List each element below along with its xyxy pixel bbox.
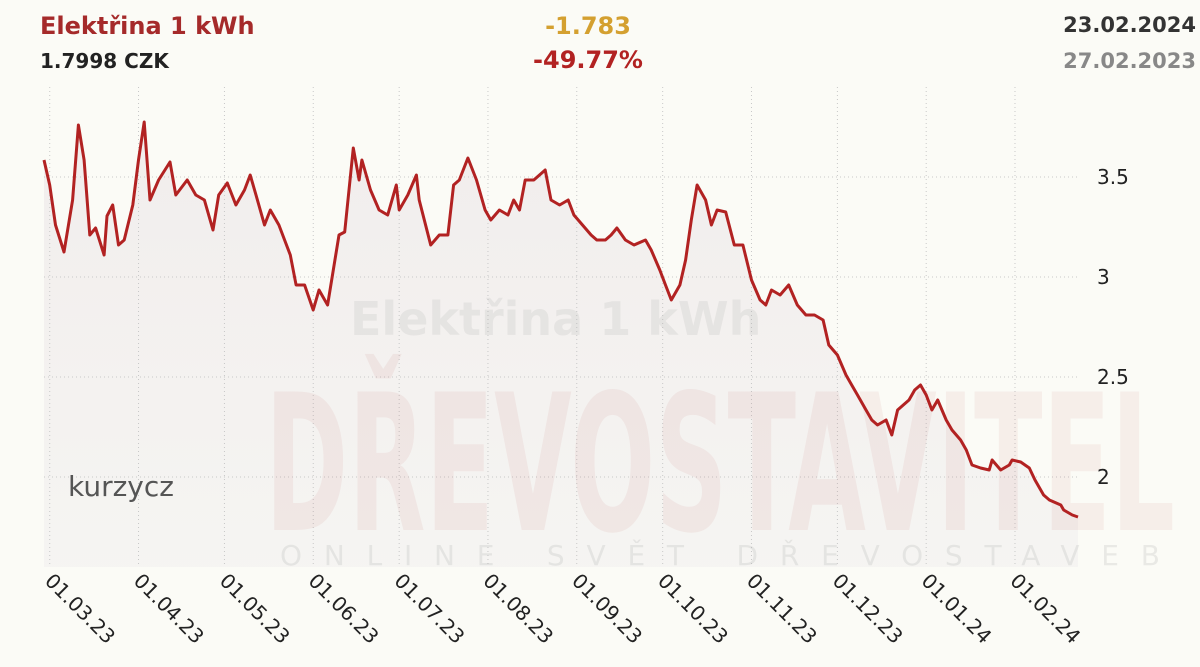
x-tick-label: 01.09.23 <box>567 569 647 649</box>
area <box>44 122 1078 567</box>
price: 1.7998 CZK <box>40 49 170 73</box>
x-tick-label: 01.03.23 <box>40 569 120 649</box>
x-tick-label: 01.11.23 <box>742 569 822 649</box>
x-tick-label: 01.12.23 <box>828 569 908 649</box>
y-tick-label: 2 <box>1097 465 1110 489</box>
watermark-logo: kurzycz <box>68 470 174 503</box>
date-from: 27.02.2023 <box>1063 49 1196 73</box>
change-percent: -49.77% <box>533 46 643 74</box>
x-tick-label: 01.01.24 <box>917 569 997 649</box>
grid-group <box>44 87 1078 567</box>
title: Elektřina 1 kWh <box>40 12 255 40</box>
x-tick-label: 01.04.23 <box>129 569 209 649</box>
line <box>42 120 1079 519</box>
y-tick-label: 3.5 <box>1097 165 1129 189</box>
watermark: Elektřina 1 kWh <box>350 292 761 346</box>
x-tick-label: 01.10.23 <box>653 569 733 649</box>
x-tick-label: 01.06.23 <box>304 569 384 649</box>
x-tick-label: 01.07.23 <box>390 569 470 649</box>
y-tick-label: 3 <box>1097 265 1110 289</box>
change: -1.783 <box>545 12 631 40</box>
x-tick-label: 01.08.23 <box>478 569 558 649</box>
date-to: 23.02.2024 <box>1063 13 1196 37</box>
x-tick-label: 01.05.23 <box>215 569 295 649</box>
y-tick-label: 2.5 <box>1097 365 1129 389</box>
x-tick-label: 01.02.24 <box>1005 569 1085 649</box>
